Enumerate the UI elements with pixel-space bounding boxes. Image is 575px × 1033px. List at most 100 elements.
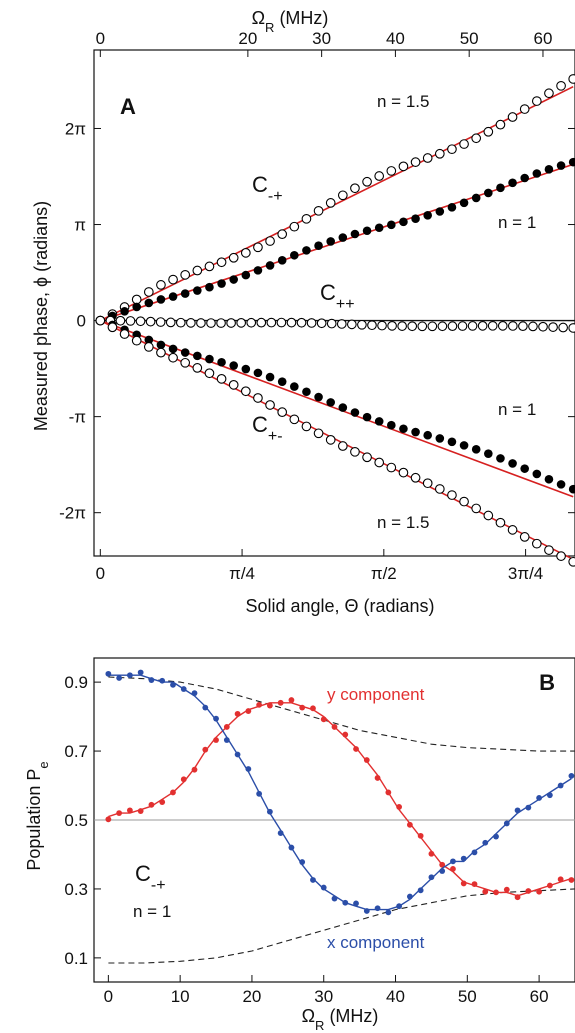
panel-b-data-point — [266, 702, 273, 709]
panel-b-data-point — [116, 810, 123, 817]
panel-b-data-point — [137, 808, 144, 814]
panel-a-fit-line — [99, 319, 574, 561]
panel-a-data-point — [301, 421, 312, 432]
panel-b-data-point — [396, 903, 403, 910]
panel-a-data-point — [289, 221, 300, 232]
panel-a-data-point — [338, 233, 348, 242]
panel-b-data-point — [180, 686, 187, 692]
panel-a-data-point — [256, 317, 267, 328]
n-label-upper: n = 1 — [498, 213, 536, 232]
panel-a-data-point — [548, 322, 558, 332]
panel-b-data-point — [460, 880, 467, 887]
panel-a-data-point — [495, 119, 506, 130]
panel-a-y-tick-label: π — [74, 216, 86, 235]
panel-a-data-point — [447, 490, 457, 500]
panel-b-data-point — [180, 776, 187, 783]
bottom-axis-label: ΩR (MHz) — [302, 1006, 379, 1033]
panel-a-data-point — [314, 392, 323, 402]
panel-b-data-point — [493, 889, 499, 896]
panel-a-data-point — [180, 357, 191, 368]
panel-b-y-tick-label: 0.5 — [64, 811, 88, 830]
panel-b-ylabel-text: Population — [24, 781, 44, 871]
panel-b-x-tick-label: 40 — [386, 987, 405, 1006]
panel-b-data-point — [148, 677, 155, 683]
panel-a-data-point — [266, 317, 277, 328]
panel-b-data-point — [256, 790, 263, 797]
panel-a-top-tick-label: 30 — [312, 29, 331, 48]
panel-a-data-point — [228, 380, 239, 390]
panel-a-fit-line — [100, 163, 574, 322]
panel-a-data-point — [115, 315, 126, 326]
panel-a-data-point — [519, 532, 530, 542]
panel-a-data-point — [423, 210, 432, 220]
panel-a-top-tick-label: 20 — [238, 29, 257, 48]
panel-a-data-point — [495, 517, 506, 528]
panel-b-data-point — [557, 782, 564, 789]
curve-label-c-minus-plus-subscript: -+ — [268, 188, 283, 205]
panel-b-data-point — [159, 677, 166, 684]
panel-a-data-point — [217, 279, 226, 288]
panel-a-data-point — [313, 428, 324, 439]
panel-b-x-tick-label: 30 — [314, 987, 333, 1006]
panel-b-data-point — [536, 888, 543, 895]
panel-a-data-point — [467, 321, 478, 331]
panel-b-data-point — [450, 858, 456, 865]
panel-a-data-point — [484, 188, 493, 198]
panel-a-data-point — [362, 226, 372, 236]
panel-b-data-point — [417, 887, 424, 894]
n-label-bottom: n = 1.5 — [377, 513, 429, 532]
panel-a-data-point — [568, 157, 575, 167]
panel-a-data-point — [423, 430, 432, 440]
panel-a-data-point — [568, 74, 575, 84]
panel-a-data-point — [143, 287, 154, 297]
panel-a-data-point — [496, 454, 505, 463]
panel-a-data-point — [346, 319, 357, 330]
panel-a-data-point — [156, 280, 166, 290]
panel-b-data-point — [546, 792, 553, 799]
panel-a-data-point — [422, 153, 433, 163]
panel-a-data-point — [411, 214, 420, 224]
panel-b-data-point — [503, 886, 510, 893]
panel-a-data-point — [131, 335, 142, 346]
panel-b-data-point — [396, 804, 403, 810]
panel-a-x-tick-label: 0 — [96, 564, 105, 583]
panel-a-data-point — [301, 213, 312, 224]
panel-b-data-point — [245, 766, 252, 772]
panel-a-data-point — [241, 364, 251, 374]
panel-a-data-point — [386, 166, 397, 176]
panel-b-data-point — [525, 888, 532, 894]
panel-a-letter: A — [120, 94, 136, 119]
panel-a-data-point — [95, 315, 106, 326]
panel-b-data-point — [256, 701, 263, 708]
panel-a-data-point — [246, 317, 257, 328]
panel-a-data-point — [180, 348, 190, 357]
panel-a-data-point — [397, 321, 408, 331]
panel-a-data-point — [459, 198, 469, 208]
panel-b-data-point — [460, 855, 467, 862]
panel-a-data-point — [437, 321, 448, 332]
panel-a-y-tick-label: 0 — [77, 312, 86, 331]
panel-b-data-point — [428, 850, 435, 857]
panel-a-data-point — [277, 407, 288, 417]
panel-a-data-point — [434, 484, 445, 494]
panel-b-fit-curve — [108, 702, 572, 897]
panel-a-data-point — [144, 335, 154, 345]
panel-b-data-point — [213, 715, 219, 722]
panel-a-data-point — [507, 112, 518, 122]
panel-a-data-point — [477, 320, 488, 331]
panel-b-data-point — [514, 894, 521, 901]
panel-a-fit-line — [99, 85, 574, 322]
panel-a-data-point — [556, 551, 566, 561]
x-component-label: x component — [327, 933, 425, 952]
panel-a-data-point — [556, 161, 566, 170]
panel-a-data-point — [427, 321, 438, 332]
panel-a-data-point — [544, 88, 554, 99]
panel-a-data-point — [131, 294, 142, 305]
panel-a-data-point — [387, 321, 397, 331]
panel-b-data-point — [105, 670, 112, 677]
panel-a-data-point — [538, 321, 548, 332]
panel-a-data-point — [556, 80, 566, 91]
panel-a-data-point — [155, 317, 166, 327]
panel-b-data-point — [320, 884, 327, 891]
panel-b-x-tick-label: 50 — [458, 987, 477, 1006]
